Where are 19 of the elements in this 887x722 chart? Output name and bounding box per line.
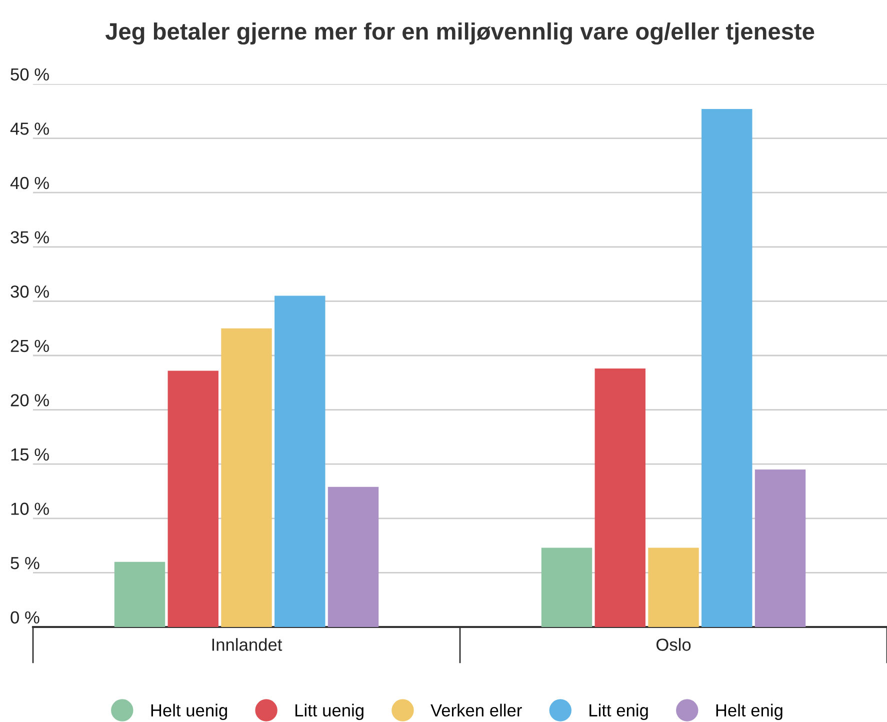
y-tick-label: 10 % xyxy=(11,502,49,515)
legend-label: Litt enig xyxy=(590,704,648,720)
x-tick-label: Oslo xyxy=(656,638,691,651)
legend-label: Verken eller xyxy=(430,704,522,717)
legend-label: Helt uenig xyxy=(151,704,227,720)
y-tick-label: 0 % xyxy=(10,611,40,624)
y-tick-label: 20 % xyxy=(10,394,49,406)
y-tick-label: 40 % xyxy=(10,176,49,190)
y-tick-label: 35 % xyxy=(10,231,49,244)
y-tick-label: 25 % xyxy=(10,340,49,352)
x-tick-label: Innlandet xyxy=(212,638,282,651)
y-tick-label: 45 % xyxy=(10,122,49,135)
y-tick-label: 5 % xyxy=(10,557,40,570)
chart-title: Jeg betaler gjerne mer for en miljøvennlig vare og/eller tjeneste xyxy=(105,22,814,45)
y-tick-label: 15 % xyxy=(11,448,49,461)
legend-label: Helt enig xyxy=(716,704,782,720)
legend-label: Litt uenig xyxy=(295,704,364,720)
y-tick-label: 30 % xyxy=(10,285,49,298)
y-tick-label: 50 % xyxy=(10,68,49,81)
